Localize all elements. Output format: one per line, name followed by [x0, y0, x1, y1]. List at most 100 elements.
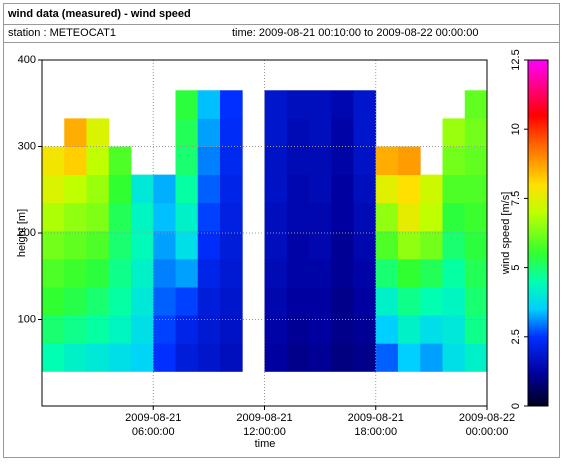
heatmap-cell	[309, 287, 332, 316]
heatmap-cell	[86, 146, 110, 176]
heatmap-cell	[175, 343, 199, 372]
heatmap-cell	[220, 287, 243, 316]
heatmap-cell	[175, 90, 199, 119]
colorbar-tick-label: 10	[510, 123, 522, 135]
time-range: time: 2009-08-21 00:10:00 to 2009-08-22 …	[232, 27, 478, 39]
heatmap-cell	[108, 146, 132, 176]
y-axis-label: height [m]	[16, 209, 28, 257]
heatmap-cell	[442, 258, 466, 288]
heatmap-cell	[42, 174, 65, 204]
heatmap-cell	[42, 230, 65, 260]
heatmap-cell	[375, 287, 399, 316]
heatmap-cell	[353, 315, 377, 344]
heatmap-cell	[197, 230, 221, 260]
heatmap-cell	[264, 315, 288, 344]
heatmap-cell	[442, 230, 466, 260]
heatmap-cell	[175, 118, 199, 147]
heatmap-cell	[309, 315, 332, 344]
heatmap-cell	[286, 174, 310, 204]
heatmap-cell	[353, 287, 377, 316]
heatmap-cell	[286, 90, 310, 119]
colorbar-tick-label: 5	[510, 265, 522, 271]
heatmap-cell	[309, 90, 332, 119]
heatmap-cell	[331, 230, 354, 260]
heatmap-cell	[108, 315, 132, 344]
y-tick-label: 200	[18, 227, 36, 239]
heatmap-cell	[420, 202, 443, 232]
heatmap-cell	[197, 315, 221, 344]
colorbar-tick-label: 2.5	[510, 329, 522, 344]
heatmap-cell	[197, 343, 221, 372]
heatmap-cell	[175, 287, 199, 316]
heatmap-cell	[153, 343, 176, 372]
colorbar-tick-label: 0	[510, 403, 522, 409]
station: station : METEOCAT1	[8, 27, 116, 39]
heatmap-cell	[64, 146, 87, 176]
heatmap-cell	[331, 258, 354, 288]
heatmap-cell	[398, 258, 421, 288]
heatmap-cell	[420, 258, 443, 288]
heatmap-cell	[331, 315, 354, 344]
heatmap-cell	[108, 202, 132, 232]
plot-border	[41, 59, 488, 407]
heatmap-cell	[108, 287, 132, 316]
heatmap-cell	[86, 343, 110, 372]
heatmap-cell	[420, 343, 443, 372]
heatmap-cell	[197, 287, 221, 316]
heatmap-cell	[264, 230, 288, 260]
heatmap-cell	[153, 287, 176, 316]
heatmap-cell	[398, 174, 421, 204]
heatmap-cell	[64, 315, 87, 344]
heatmap-cell	[398, 315, 421, 344]
heatmap-cell	[220, 174, 243, 204]
heatmap-cell	[331, 174, 354, 204]
heatmap-cell	[309, 146, 332, 176]
heatmap-cell	[220, 146, 243, 176]
heatmap-cell	[398, 230, 421, 260]
heatmap-cell	[131, 315, 154, 344]
heatmap-cell	[464, 287, 488, 316]
heatmap-cell	[442, 118, 466, 147]
heatmap-cell	[286, 315, 310, 344]
heatmap-cell	[264, 287, 288, 316]
heatmap-cell	[420, 174, 443, 204]
heatmap-cell	[464, 343, 488, 372]
heatmap-cell	[153, 202, 176, 232]
colorbar-tick-label: 7.5	[510, 191, 522, 206]
heatmap-cell	[220, 315, 243, 344]
heatmap-cell	[464, 174, 488, 204]
heatmap-cell	[286, 343, 310, 372]
heatmap-cell	[331, 90, 354, 119]
heatmap-cell	[398, 202, 421, 232]
heatmap-cell	[64, 343, 87, 372]
colorbar	[527, 59, 549, 407]
heatmap-cell	[464, 118, 488, 147]
heatmap-cell	[197, 258, 221, 288]
heatmap-cell	[64, 230, 87, 260]
heatmap-cell	[353, 118, 377, 147]
heatmap-cell	[353, 258, 377, 288]
heatmap-cell	[420, 287, 443, 316]
heatmap-cell	[64, 287, 87, 316]
heatmap-cell	[331, 118, 354, 147]
x-tick-label: 2009-08-21 12:00:00	[236, 412, 292, 438]
heatmap-cell	[220, 202, 243, 232]
heatmap-cell	[286, 146, 310, 176]
heatmap-cell	[175, 230, 199, 260]
heatmap-cell	[353, 230, 377, 260]
heatmap-cell	[442, 146, 466, 176]
heatmap-cell	[442, 202, 466, 232]
heatmap-cell	[175, 174, 199, 204]
heatmap-cell	[286, 118, 310, 147]
heatmap-cell	[264, 118, 288, 147]
heatmap-cell	[108, 343, 132, 372]
heatmap-cell	[64, 202, 87, 232]
heatmap-cell	[220, 230, 243, 260]
heatmap-cell	[86, 230, 110, 260]
heatmap-cell	[375, 230, 399, 260]
heatmap-cell	[264, 202, 288, 232]
x-tick-label: 2009-08-21 18:00:00	[348, 412, 404, 438]
heatmap-cell	[131, 174, 154, 204]
heatmap-cell	[64, 174, 87, 204]
